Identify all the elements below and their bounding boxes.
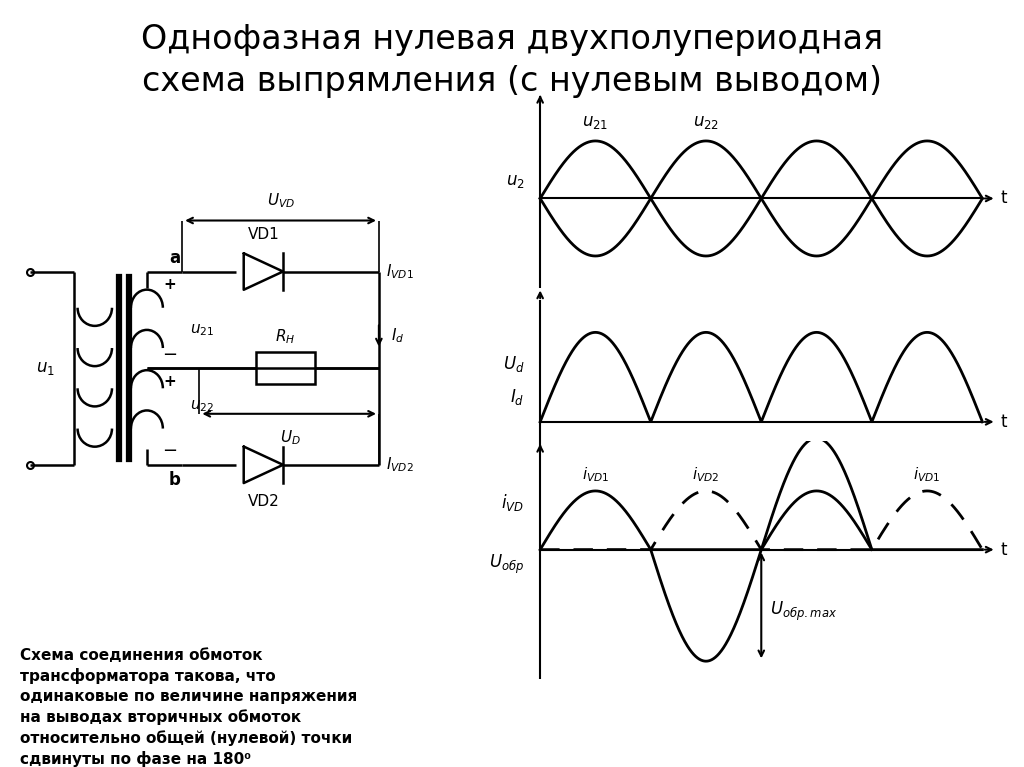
Text: +: + <box>164 374 176 389</box>
Text: $i_{VD1}$: $i_{VD1}$ <box>913 465 941 484</box>
Text: $U_{VD}$: $U_{VD}$ <box>266 191 295 209</box>
Text: $U_d$: $U_d$ <box>503 354 524 374</box>
Text: VD1: VD1 <box>248 227 280 242</box>
Text: VD2: VD2 <box>248 495 280 509</box>
Text: $u_{22}$: $u_{22}$ <box>189 398 214 413</box>
Bar <box>256 352 315 384</box>
Text: $U_{обр.max}$: $U_{обр.max}$ <box>770 599 838 623</box>
Text: t: t <box>1000 413 1007 431</box>
Text: $I_d$: $I_d$ <box>391 327 404 345</box>
Text: −: − <box>163 443 177 460</box>
Text: t: t <box>1000 541 1007 558</box>
Text: +: + <box>164 278 176 292</box>
Text: $i_{VD2}$: $i_{VD2}$ <box>692 465 720 484</box>
Text: Схема соединения обмоток
трансформатора такова, что
одинаковые по величине напря: Схема соединения обмоток трансформатора … <box>20 648 357 767</box>
Text: $I_{VD1}$: $I_{VD1}$ <box>386 262 414 281</box>
Text: $U_{обр}$: $U_{обр}$ <box>489 552 524 576</box>
Text: $u_2$: $u_2$ <box>506 172 524 190</box>
Text: $i_{VD1}$: $i_{VD1}$ <box>582 465 609 484</box>
Text: −: − <box>163 346 177 364</box>
Text: $U_D$: $U_D$ <box>280 428 301 447</box>
Text: $u_{21}$: $u_{21}$ <box>189 323 214 338</box>
Text: b: b <box>169 471 181 489</box>
Text: $u_{21}$: $u_{21}$ <box>583 113 608 130</box>
Text: $u_{22}$: $u_{22}$ <box>693 113 719 130</box>
Text: Однофазная нулевая двухполупериодная: Однофазная нулевая двухполупериодная <box>141 23 883 56</box>
Text: t: t <box>1000 189 1007 207</box>
Text: схема выпрямления (с нулевым выводом): схема выпрямления (с нулевым выводом) <box>142 65 882 98</box>
Text: $i_{VD}$: $i_{VD}$ <box>502 492 524 513</box>
Text: $I_{VD2}$: $I_{VD2}$ <box>386 456 414 474</box>
Text: $R_H$: $R_H$ <box>275 327 296 346</box>
Text: $I_d$: $I_d$ <box>510 387 524 407</box>
Text: a: a <box>169 249 180 267</box>
Text: $u_1$: $u_1$ <box>36 359 55 377</box>
